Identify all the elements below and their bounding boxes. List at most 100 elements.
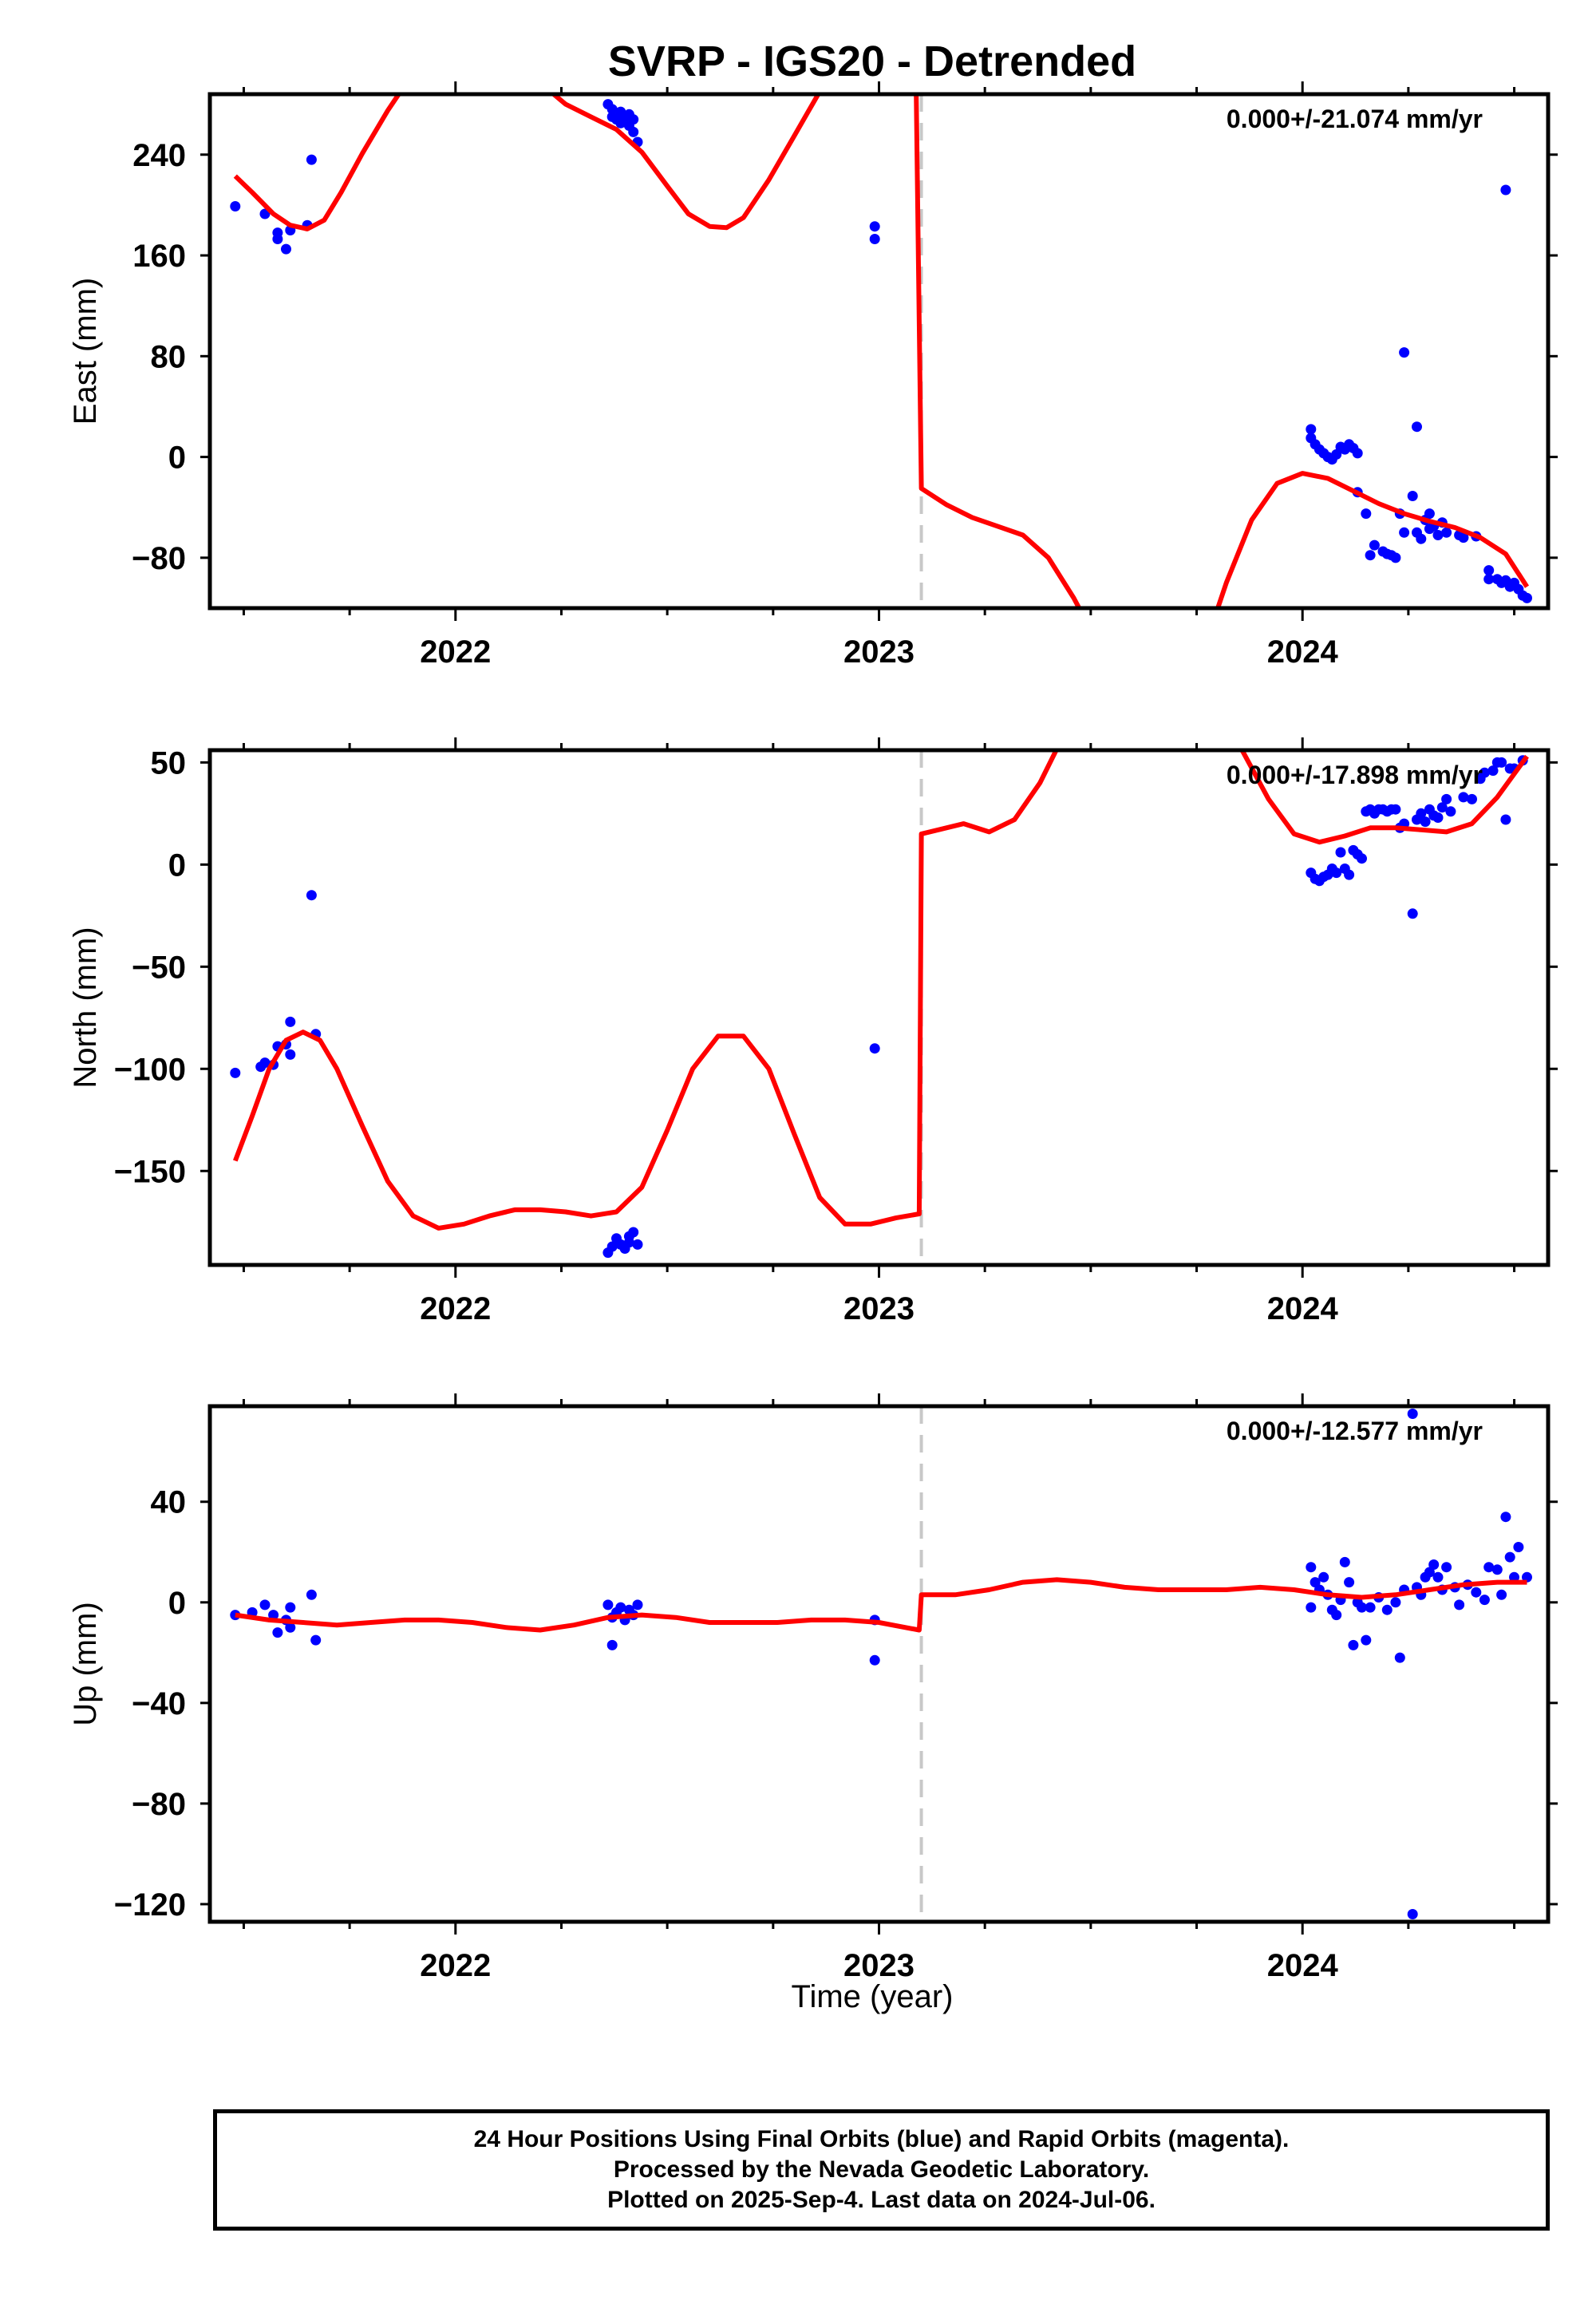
rate-label-north: 0.000+/-17.898 mm/yr [1227,761,1483,789]
data-point [1412,421,1422,433]
data-point [602,1599,614,1611]
y-tick-label: −100 [114,1052,186,1087]
data-point [1361,1634,1372,1646]
data-point [1441,1562,1452,1573]
data-point [230,1067,241,1078]
data-point [285,1602,296,1613]
y-tick-label: −80 [132,541,186,576]
data-point [1441,793,1452,804]
data-point [632,1239,643,1250]
data-point [1407,1909,1418,1919]
data-point [1454,1599,1465,1611]
data-point [259,1057,271,1069]
data-point [272,1627,283,1638]
data-point [606,1241,618,1252]
x-tick-label: 2022 [420,634,491,670]
data-point [281,243,291,255]
data-point [1416,808,1427,819]
data-points-north [230,755,1528,1259]
data-point [1500,184,1511,196]
data-point [869,1654,880,1666]
data-point [1407,1409,1418,1419]
footer-line-1: 24 Hour Positions Using Final Orbits (bl… [473,2126,1290,2152]
data-point [1390,552,1401,563]
data-point [1509,1571,1519,1583]
data-point [1331,1610,1342,1621]
y-tick-label: −120 [114,1887,186,1923]
plot-frame-east [207,92,1551,611]
x-tick-label: 2024 [1267,1948,1339,1983]
data-point [1394,1652,1405,1663]
footer-box: 24 Hour Positions Using Final Orbits (bl… [213,2109,1550,2231]
data-point [1479,767,1490,778]
y-tick-label: 240 [132,138,186,173]
data-point [1496,757,1507,768]
data-point [1522,592,1532,603]
data-point [615,1602,626,1613]
data-point [1306,1562,1317,1573]
data-point [306,154,317,165]
y-axis-label-north: North (mm) [68,927,103,1088]
data-point [606,1639,618,1650]
plot-frame-up [207,1404,1551,1924]
x-tick-label: 2023 [843,1291,915,1326]
data-point [1513,1542,1524,1552]
rate-label-up: 0.000+/-12.577 mm/yr [1227,1417,1483,1445]
data-point [1399,347,1410,358]
data-point [623,1237,634,1248]
data-point [1344,869,1355,880]
data-point [285,1049,296,1060]
data-point [1331,868,1342,879]
data-point [1339,1556,1350,1567]
data-point [1471,1587,1482,1598]
data-point [1407,908,1418,919]
data-point [1306,1602,1317,1613]
data-point [1467,793,1477,804]
data-point [268,1610,279,1621]
x-tick-label: 2023 [843,1948,915,1983]
x-tick-label: 2024 [1267,1291,1339,1326]
data-point [869,1043,880,1054]
y-tick-label: 0 [168,1586,186,1621]
data-point [628,114,639,125]
data-point [1381,1604,1393,1615]
panels-group: −80 0 80 160 240 2022 2023 2024 East (mm) 0.000+/… [68,81,1558,1983]
footer-line-3: Plotted on 2025-Sep-4. Last data on 2024… [607,2187,1156,2213]
data-point [1445,806,1456,817]
data-point [628,1227,639,1238]
data-point [632,1599,643,1611]
data-point [1458,532,1469,543]
data-point [1399,527,1410,538]
data-point [1365,550,1376,561]
data-point [1348,1639,1359,1650]
data-point [1390,1597,1401,1608]
data-point [1487,765,1499,777]
data-point [628,126,639,137]
data-point [285,1622,296,1633]
data-point [306,890,317,901]
data-point [1357,1602,1367,1613]
x-axis-label: Time (year) [792,1979,954,2014]
chart-title: SVRP - IGS20 - Detrended [608,38,1136,85]
y-tick-label: −50 [132,950,186,985]
data-point [1522,1571,1532,1583]
data-point [1365,1602,1376,1613]
data-point [1432,1571,1444,1583]
y-tick-label: 0 [168,441,186,476]
data-point [1369,539,1380,551]
data-point [259,1599,271,1611]
model-curve-north [232,750,1529,1231]
data-point [1428,1559,1440,1570]
panel-east: −80 0 80 160 240 2022 2023 2024 East (mm) 0.000+/… [68,81,1558,670]
y-axis-label-up: Up (mm) [68,1602,103,1726]
data-point [1500,1512,1511,1523]
rate-label-east: 0.000+/-21.074 mm/yr [1227,105,1483,133]
data-point [1504,1551,1515,1563]
data-point [285,1016,296,1027]
data-point [1407,491,1418,501]
data-point [1436,802,1448,813]
x-tick-label: 2024 [1267,634,1339,670]
x-tick-label: 2022 [420,1948,491,1983]
data-point [1483,1562,1495,1573]
